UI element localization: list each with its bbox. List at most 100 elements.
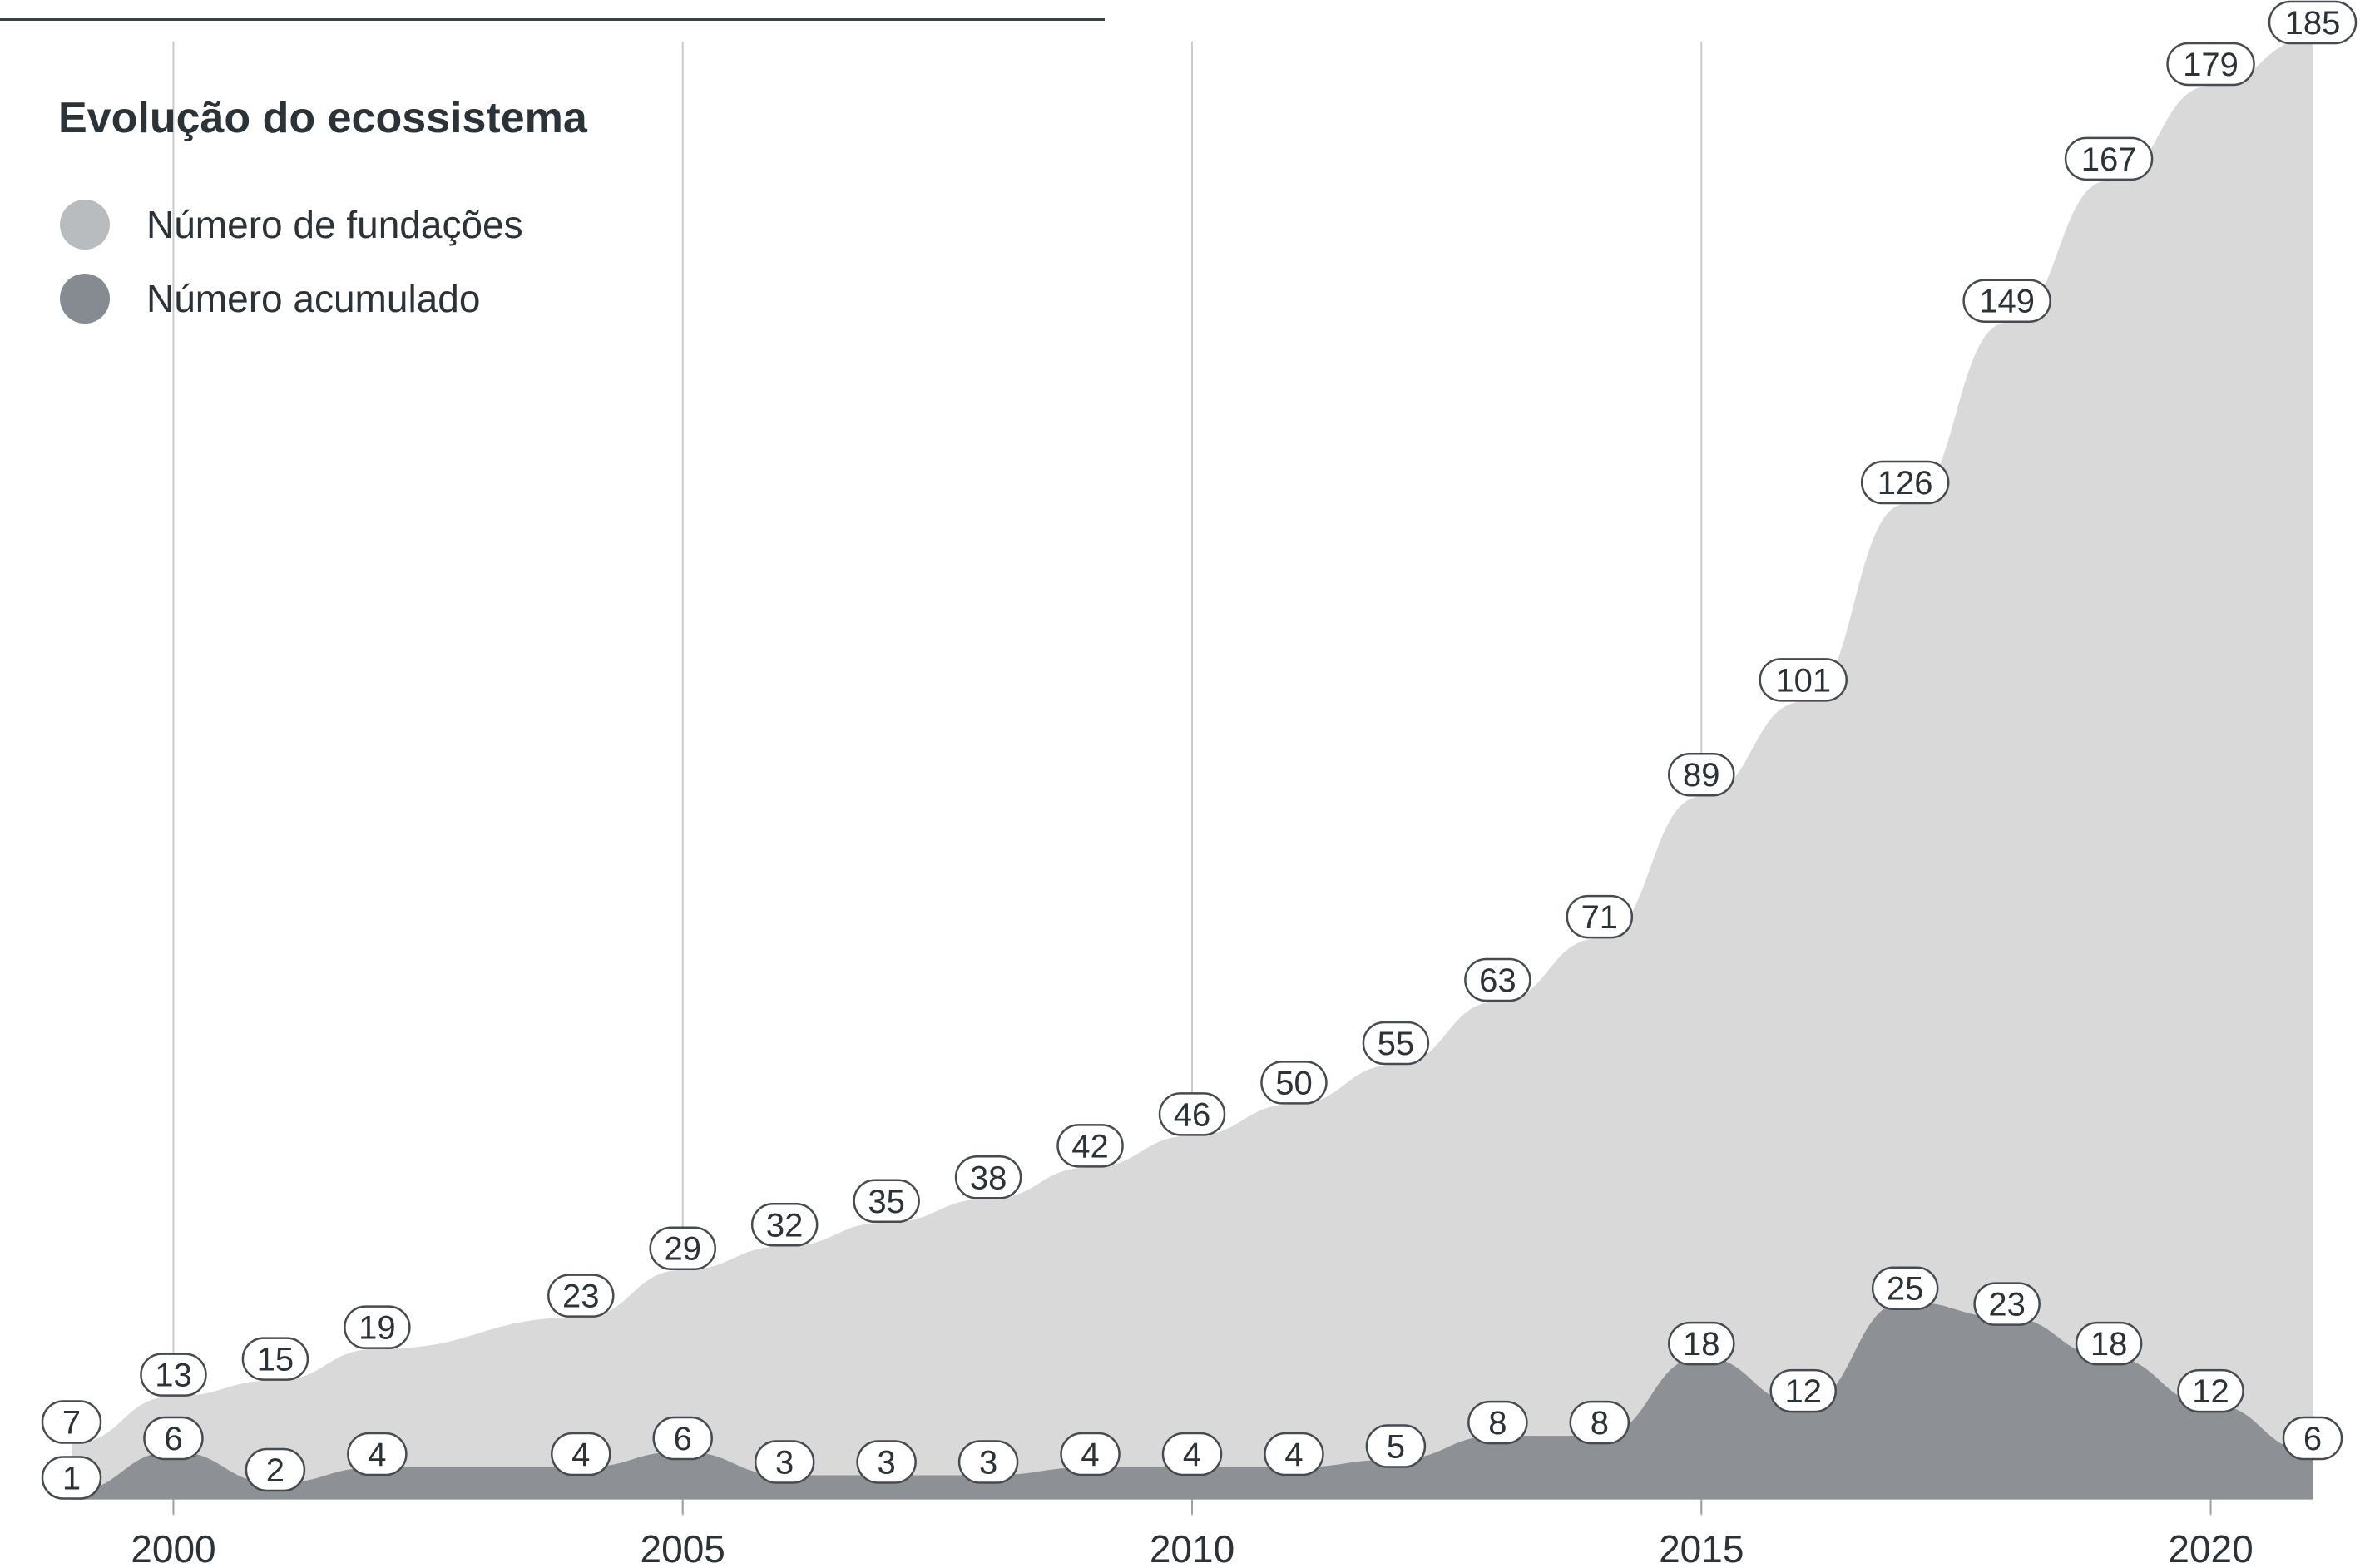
label-fundacoes-3: 19 [344,1305,411,1349]
svg-text:13: 13 [155,1358,192,1394]
label-fundacoes-1: 13 [140,1353,207,1397]
label-acumulado-18: 23 [1973,1282,2041,1326]
svg-text:185: 185 [2285,5,2341,42]
x-tick-label-4: 2020 [2168,1527,2253,1568]
label-acumulado-13: 8 [1467,1400,1528,1445]
label-fundacoes-20: 179 [2166,42,2255,87]
svg-text:32: 32 [766,1207,804,1244]
svg-text:89: 89 [1683,757,1720,794]
svg-text:38: 38 [970,1160,1007,1196]
label-acumulado-1: 6 [143,1416,204,1461]
svg-text:3: 3 [775,1445,794,1481]
label-acumulado-9: 4 [1060,1432,1121,1476]
svg-text:8: 8 [1591,1405,1609,1442]
svg-text:29: 29 [664,1231,701,1268]
label-fundacoes-2: 15 [241,1337,309,1381]
legend-label-acumulado: Número acumulado [146,277,481,320]
svg-text:3: 3 [878,1445,896,1481]
label-fundacoes-11: 50 [1260,1061,1328,1105]
legend-label-fundacoes: Número de fundações [146,203,523,246]
svg-text:71: 71 [1581,899,1619,936]
label-fundacoes-15: 89 [1668,752,1735,797]
svg-text:4: 4 [1284,1437,1303,1473]
label-fundacoes-8: 38 [954,1155,1022,1199]
svg-text:2: 2 [266,1452,284,1489]
label-acumulado-16: 12 [1769,1368,1837,1413]
svg-text:6: 6 [164,1421,182,1457]
area-series-0 [72,38,2313,1499]
svg-text:42: 42 [1071,1128,1109,1165]
svg-text:63: 63 [1479,962,1516,999]
svg-text:19: 19 [359,1310,396,1347]
svg-text:55: 55 [1378,1026,1415,1062]
svg-text:101: 101 [1775,662,1831,699]
label-fundacoes-14: 71 [1566,894,1634,939]
label-acumulado-17: 25 [1871,1266,1939,1310]
label-acumulado-10: 4 [1161,1432,1223,1476]
label-fundacoes-4: 23 [547,1274,615,1318]
label-acumulado-12: 5 [1365,1424,1427,1468]
legend-swatch-acumulado [60,274,110,324]
svg-text:8: 8 [1488,1405,1507,1442]
label-acumulado-6: 3 [754,1440,815,1484]
label-fundacoes-16: 101 [1759,658,1848,702]
label-acumulado-4: 4 [551,1432,611,1476]
x-tick-label-2: 2010 [1150,1527,1234,1568]
svg-text:5: 5 [1387,1429,1405,1466]
svg-text:4: 4 [368,1437,386,1473]
label-fundacoes-17: 126 [1860,460,1950,505]
data-labels: 713 1519232932353842465055637189101126149… [41,0,2358,1500]
svg-text:1: 1 [62,1461,81,1497]
svg-text:4: 4 [1081,1437,1099,1473]
label-acumulado-15: 18 [1668,1321,1735,1366]
label-acumulado-0: 1 [41,1456,102,1500]
svg-text:23: 23 [562,1279,600,1315]
svg-text:46: 46 [1174,1096,1211,1133]
svg-text:4: 4 [571,1437,590,1473]
svg-text:149: 149 [1979,284,2035,320]
svg-text:179: 179 [2183,47,2239,83]
label-fundacoes-7: 35 [853,1179,920,1224]
label-acumulado-11: 4 [1264,1432,1324,1476]
label-acumulado-19: 18 [2075,1321,2143,1366]
label-fundacoes-5: 29 [649,1226,716,1270]
label-acumulado-5: 6 [652,1416,713,1461]
label-fundacoes-18: 149 [1962,279,2051,323]
label-fundacoes-13: 63 [1464,957,1531,1002]
label-acumulado-3: 4 [347,1432,408,1476]
svg-text:4: 4 [1183,1437,1201,1473]
svg-text:15: 15 [257,1342,294,1378]
label-acumulado-2: 2 [245,1447,306,1492]
label-fundacoes-21: 185 [2268,0,2358,45]
x-axis: 2000 2005 2010 2015 2020 [131,1499,2254,1568]
label-fundacoes-0: 7 [41,1400,102,1444]
svg-text:18: 18 [2090,1326,2128,1363]
svg-text:18: 18 [1683,1326,1720,1363]
svg-text:126: 126 [1878,465,1933,502]
label-acumulado-20: 12 [2177,1368,2244,1413]
label-acumulado-8: 3 [957,1440,1019,1484]
label-fundacoes-12: 55 [1362,1021,1430,1066]
areas [72,38,2313,1499]
x-tick-label-1: 2005 [641,1527,725,1568]
area-series-1 [72,1301,2313,1499]
x-tick-label-3: 2015 [1659,1527,1744,1568]
legend-item-acumulado: Número acumulado [60,274,480,324]
legend-item-fundacoes: Número de fundações [60,200,523,250]
svg-text:50: 50 [1275,1065,1313,1101]
label-fundacoes-10: 46 [1158,1092,1226,1136]
svg-text:23: 23 [1988,1287,2026,1323]
svg-text:6: 6 [674,1421,692,1457]
svg-text:35: 35 [868,1184,905,1220]
label-acumulado-7: 3 [856,1440,917,1484]
legend-swatch-fundacoes [60,200,110,250]
svg-text:12: 12 [2192,1373,2229,1410]
svg-text:25: 25 [1887,1271,1924,1308]
svg-text:167: 167 [2081,141,2137,178]
label-acumulado-14: 8 [1569,1400,1630,1445]
svg-text:3: 3 [979,1445,997,1481]
svg-text:12: 12 [1784,1373,1822,1410]
svg-text:6: 6 [2303,1421,2322,1457]
x-tick-label-0: 2000 [131,1527,215,1568]
